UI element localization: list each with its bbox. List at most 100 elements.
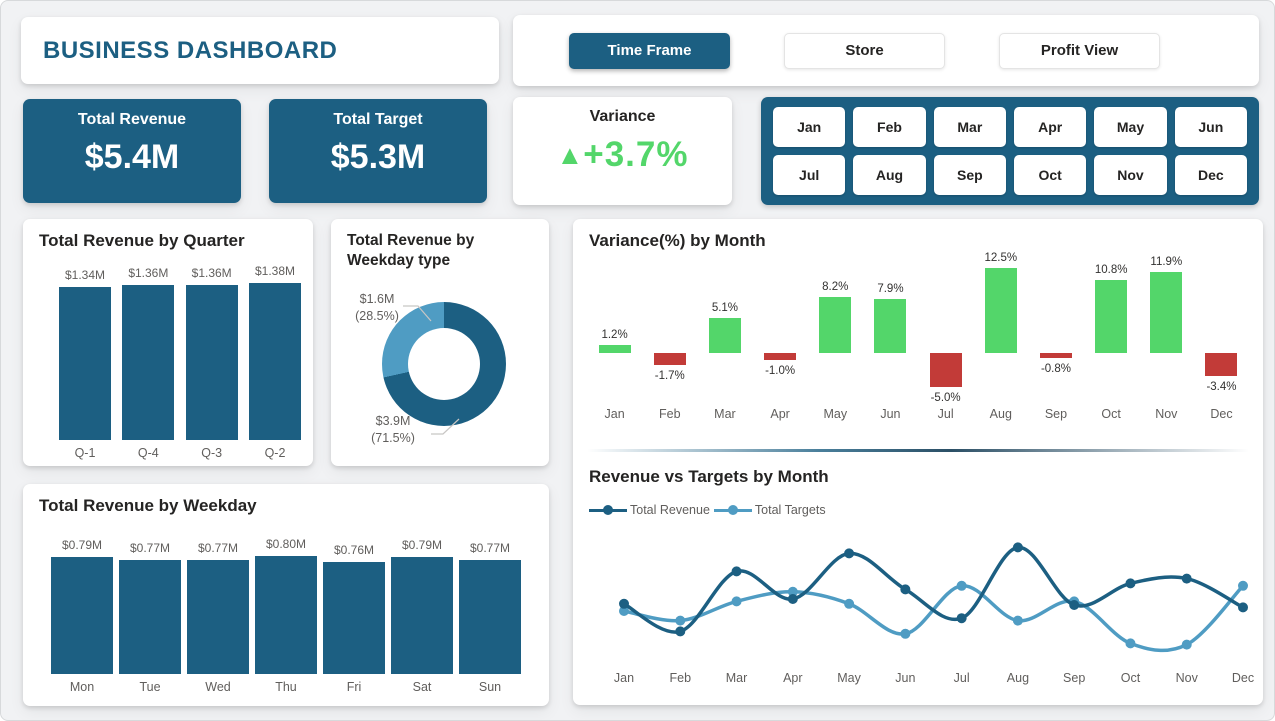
axis-label-jan: Jan (613, 671, 635, 685)
variance-bar[interactable] (1150, 272, 1183, 353)
variance-column-sep: -0.8% (1028, 249, 1083, 419)
data-point-marker[interactable] (1012, 615, 1023, 626)
variance-value-label: -5.0% (930, 392, 961, 404)
data-point-marker[interactable] (1238, 580, 1248, 591)
data-point-marker[interactable] (956, 613, 967, 624)
bar[interactable] (391, 557, 453, 674)
bar-category-label: Fri (346, 680, 362, 694)
axis-label-oct: Oct (1101, 407, 1121, 421)
bar[interactable] (51, 557, 113, 674)
bar-category-label: Mon (69, 680, 95, 694)
data-point-marker[interactable] (731, 596, 742, 607)
bar[interactable] (185, 285, 238, 440)
axis-label-dec: Dec (1210, 407, 1233, 421)
data-point-marker[interactable] (675, 615, 686, 626)
variance-bar[interactable] (708, 318, 741, 353)
data-point-marker[interactable] (787, 594, 798, 604)
variance-bar[interactable] (1095, 280, 1128, 353)
bar[interactable] (255, 556, 317, 674)
data-point-marker[interactable] (1238, 602, 1248, 613)
bar[interactable] (187, 560, 249, 674)
month-button-jan[interactable]: Jan (773, 107, 846, 147)
chart-revenue-by-quarter: Total Revenue by Quarter $1.34M Q-1 $1.36M… (23, 219, 313, 466)
bar-value-label: $0.77M (197, 541, 239, 555)
nav-button-store[interactable]: Store (784, 32, 945, 69)
nav-button-profit-view[interactable]: Profit View (999, 32, 1160, 69)
nav-button-time-frame[interactable]: Time Frame (569, 32, 730, 69)
axis-label-jan: Jan (604, 407, 625, 421)
data-point-marker[interactable] (900, 584, 911, 595)
bar-column-thu: $0.80M Thu (255, 537, 317, 694)
month-button-dec[interactable]: Dec (1174, 155, 1247, 195)
data-point-marker[interactable] (900, 628, 911, 639)
bar-category-label: Q-3 (201, 446, 223, 460)
kpi-total-revenue-value: $5.4M (84, 138, 180, 176)
variance-bar[interactable] (1205, 353, 1238, 376)
bar[interactable] (59, 287, 111, 440)
legend-item-total-revenue[interactable]: Total Revenue (589, 503, 710, 517)
kpi-total-revenue-label: Total Revenue (77, 111, 187, 128)
bar[interactable] (323, 562, 385, 674)
axis-label-mar: Mar (725, 671, 748, 685)
data-point-marker[interactable] (731, 566, 742, 577)
month-button-feb[interactable]: Feb (853, 107, 926, 147)
bar[interactable] (119, 560, 181, 674)
bar[interactable] (459, 560, 521, 674)
data-point-marker[interactable] (787, 586, 798, 597)
data-point-marker[interactable] (844, 598, 855, 609)
data-point-marker[interactable] (1012, 542, 1023, 553)
month-button-aug[interactable]: Aug (853, 155, 926, 195)
variance-column-apr: -1.0% (753, 249, 808, 419)
variance-bar[interactable] (598, 345, 631, 353)
variance-value-label: 12.5% (984, 252, 1018, 264)
bar[interactable] (248, 283, 301, 440)
data-point-marker[interactable] (1125, 578, 1136, 589)
data-point-marker[interactable] (1181, 639, 1192, 650)
variance-column-nov: 11.9% (1139, 249, 1194, 419)
data-point-marker[interactable] (1125, 638, 1136, 649)
legend-item-total-targets[interactable]: Total Targets (713, 503, 826, 517)
variance-column-mar: 5.1% (697, 249, 752, 419)
bar-value-label: $1.38M (254, 264, 295, 278)
variance-bar[interactable] (984, 268, 1017, 353)
quarter-bars: $1.34M Q-1 $1.36M Q-4 $1.36M Q-3 $1.38M Q-2 (59, 263, 301, 460)
bar[interactable] (122, 285, 175, 440)
bar-category-label: Sun (478, 680, 502, 694)
month-button-sep[interactable]: Sep (933, 155, 1006, 195)
bar-category-label: Tue (139, 680, 161, 694)
data-point-marker[interactable] (844, 548, 855, 559)
data-point-marker[interactable] (675, 626, 686, 637)
donut-chart[interactable] (382, 302, 506, 426)
chart-title: Variance(%) by Month (589, 231, 766, 250)
month-button-jul[interactable]: Jul (773, 155, 846, 195)
axis-label-sep: Sep (1044, 407, 1068, 421)
label-leader-line (431, 418, 460, 435)
line-x-axis: Jan Feb Mar Apr May Jun Jul Aug Sep Oct Nov Dec (588, 671, 1254, 687)
data-point-marker[interactable] (619, 598, 629, 609)
variance-bar[interactable] (653, 353, 686, 365)
data-point-marker[interactable] (1069, 600, 1080, 610)
bar-value-label: $1.36M (191, 266, 232, 280)
page-title: BUSINESS DASHBOARD (43, 36, 338, 64)
month-button-nov[interactable]: Nov (1094, 155, 1167, 195)
month-button-mar[interactable]: Mar (933, 107, 1006, 147)
data-point-marker[interactable] (619, 606, 629, 616)
variance-bar[interactable] (764, 353, 797, 360)
legend-label: Total Targets (754, 503, 826, 517)
axis-label-dec: Dec (1231, 671, 1255, 685)
month-button-jun[interactable]: Jun (1174, 107, 1247, 147)
data-point-marker[interactable] (1181, 573, 1192, 584)
variance-value-label: -1.7% (654, 370, 685, 382)
month-button-apr[interactable]: Apr (1014, 107, 1087, 147)
variance-bar[interactable] (819, 297, 852, 353)
variance-value-label: -0.8% (1040, 363, 1071, 375)
variance-bar[interactable] (929, 353, 962, 387)
variance-bar[interactable] (874, 299, 907, 353)
month-button-may[interactable]: May (1094, 107, 1167, 147)
legend-label: Total Revenue (630, 503, 710, 517)
variance-bar[interactable] (1039, 353, 1072, 358)
bar-column-tue: $0.77M Tue (119, 541, 181, 694)
data-point-marker[interactable] (956, 580, 967, 591)
month-button-oct[interactable]: Oct (1014, 155, 1087, 195)
